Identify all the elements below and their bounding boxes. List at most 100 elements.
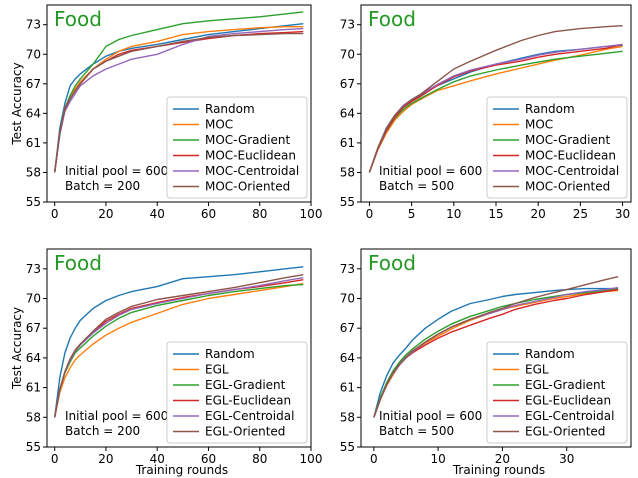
legend-entry: MOC-Centroidal xyxy=(205,164,299,178)
legend-entry: EGL-Oriented xyxy=(525,425,605,439)
x-axis-label: Training rounds xyxy=(452,463,545,477)
x-tick-label: 5 xyxy=(408,207,416,221)
x-tick-label: 100 xyxy=(300,207,323,221)
y-tick-label: 70 xyxy=(340,292,355,306)
x-tick-label: 0 xyxy=(366,207,374,221)
y-tick-label: 67 xyxy=(340,321,355,335)
x-axis-label: Training rounds xyxy=(135,463,228,477)
y-tick-label: 55 xyxy=(26,195,41,209)
annotation-line: Batch = 200 xyxy=(65,179,140,193)
x-tick-label: 60 xyxy=(201,207,216,221)
legend-entry: EGL-Gradient xyxy=(205,378,286,392)
series-line-egl-oriented xyxy=(373,276,619,418)
legend-entry: EGL-Centroidal xyxy=(205,409,294,423)
series-line-moc-gradient xyxy=(54,11,304,173)
series-group xyxy=(368,25,623,173)
legend-box xyxy=(166,341,308,444)
x-tick-label: 80 xyxy=(252,207,267,221)
legend-box xyxy=(486,96,628,199)
panel-title: Food xyxy=(368,7,416,31)
series-line-egl xyxy=(54,282,304,418)
y-tick-label: 73 xyxy=(26,262,41,276)
y-axis-label: Test Accuracy xyxy=(10,62,24,145)
y-tick-label: 70 xyxy=(340,47,355,61)
y-tick-label: 61 xyxy=(340,381,355,395)
y-tick-label: 67 xyxy=(340,77,355,91)
x-tick-label: 20 xyxy=(98,207,113,221)
x-tick-label: 30 xyxy=(615,207,630,221)
y-tick-label: 70 xyxy=(26,292,41,306)
axes-frame xyxy=(46,248,312,448)
legend-entry: EGL xyxy=(205,363,229,377)
legend-entry: Random xyxy=(525,347,575,361)
x-tick-label: 40 xyxy=(150,452,165,466)
chart-panel-4: 55 58 61 64 67 70 73 0 10 20 30 Training rounds Food… xyxy=(340,248,632,477)
series-group xyxy=(373,276,619,418)
x-tick-label: 80 xyxy=(252,452,267,466)
series-line-egl-oriented xyxy=(54,274,304,418)
series-line-random xyxy=(54,266,304,418)
x-tick-label: 20 xyxy=(531,207,546,221)
legend-entry: MOC xyxy=(525,118,553,132)
y-tick-label: 64 xyxy=(26,351,41,365)
legend-entry: EGL-Euclidean xyxy=(205,394,291,408)
x-tick-label: 0 xyxy=(51,207,59,221)
y-tick-label: 73 xyxy=(26,18,41,32)
y-tick-label: 73 xyxy=(340,18,355,32)
legend-box xyxy=(486,341,628,444)
annotation-line: Initial pool = 600 xyxy=(65,409,168,423)
y-tick-label: 61 xyxy=(26,381,41,395)
annotation-line: Initial pool = 600 xyxy=(65,164,168,178)
x-tick-label: 0 xyxy=(370,452,378,466)
y-tick-label: 61 xyxy=(340,136,355,150)
axes-frame xyxy=(360,248,632,448)
y-tick-label: 55 xyxy=(340,195,355,209)
legend-entry: MOC-Gradient xyxy=(525,133,610,147)
x-tick-label: 40 xyxy=(150,207,165,221)
legend-entry: Random xyxy=(525,102,575,116)
x-tick-label: 100 xyxy=(300,452,323,466)
y-tick-label: 64 xyxy=(340,351,355,365)
x-tick-label: 0 xyxy=(51,452,59,466)
x-tick-label: 15 xyxy=(488,207,503,221)
x-tick-label: 25 xyxy=(573,207,588,221)
legend-entry: Random xyxy=(205,347,255,361)
panel-title: Food xyxy=(54,7,102,31)
legend-entry: MOC xyxy=(205,118,233,132)
legend-entry: MOC-Gradient xyxy=(205,133,290,147)
series-group xyxy=(54,11,304,173)
y-tick-label: 58 xyxy=(340,165,355,179)
series-line-moc-euclidean xyxy=(368,43,623,173)
y-tick-label: 58 xyxy=(340,410,355,424)
series-line-moc-oriented xyxy=(368,25,623,173)
y-tick-label: 67 xyxy=(26,77,41,91)
y-tick-label: 55 xyxy=(340,440,355,454)
y-tick-label: 64 xyxy=(26,106,41,120)
panel-title: Food xyxy=(368,251,416,275)
legend-entry: MOC-Centroidal xyxy=(525,164,619,178)
legend-entry: EGL-Oriented xyxy=(205,425,285,439)
y-tick-label: 64 xyxy=(340,106,355,120)
panel-title: Food xyxy=(54,251,102,275)
chart-panel-2: 55 58 61 64 67 70 73 0 5 10 15 20 25 30 Food Initial po… xyxy=(340,4,632,221)
y-tick-label: 73 xyxy=(340,262,355,276)
legend-entry: EGL-Centroidal xyxy=(525,409,614,423)
x-tick-label: 30 xyxy=(559,452,574,466)
y-tick-label: 58 xyxy=(26,165,41,179)
chart-panel-3: 55 58 61 64 67 70 73 0 20 40 60 80 100 Test Accuracy T… xyxy=(10,248,323,477)
x-tick-label: 20 xyxy=(98,452,113,466)
series-group xyxy=(54,266,304,418)
legend-entry: EGL-Gradient xyxy=(525,378,606,392)
annotation-line: Initial pool = 600 xyxy=(379,164,482,178)
legend-entry: MOC-Euclidean xyxy=(525,149,616,163)
annotation-line: Batch = 500 xyxy=(379,179,454,193)
y-tick-label: 67 xyxy=(26,321,41,335)
series-line-moc-oriented xyxy=(54,32,304,173)
y-tick-label: 55 xyxy=(26,440,41,454)
x-tick-label: 10 xyxy=(446,207,461,221)
chart-panel-1: 55 58 61 64 67 70 73 0 20 40 60 80 100 Test Accuracy F… xyxy=(10,4,323,221)
y-tick-label: 58 xyxy=(26,410,41,424)
x-tick-label: 60 xyxy=(201,452,216,466)
annotation-line: Batch = 200 xyxy=(65,424,140,438)
